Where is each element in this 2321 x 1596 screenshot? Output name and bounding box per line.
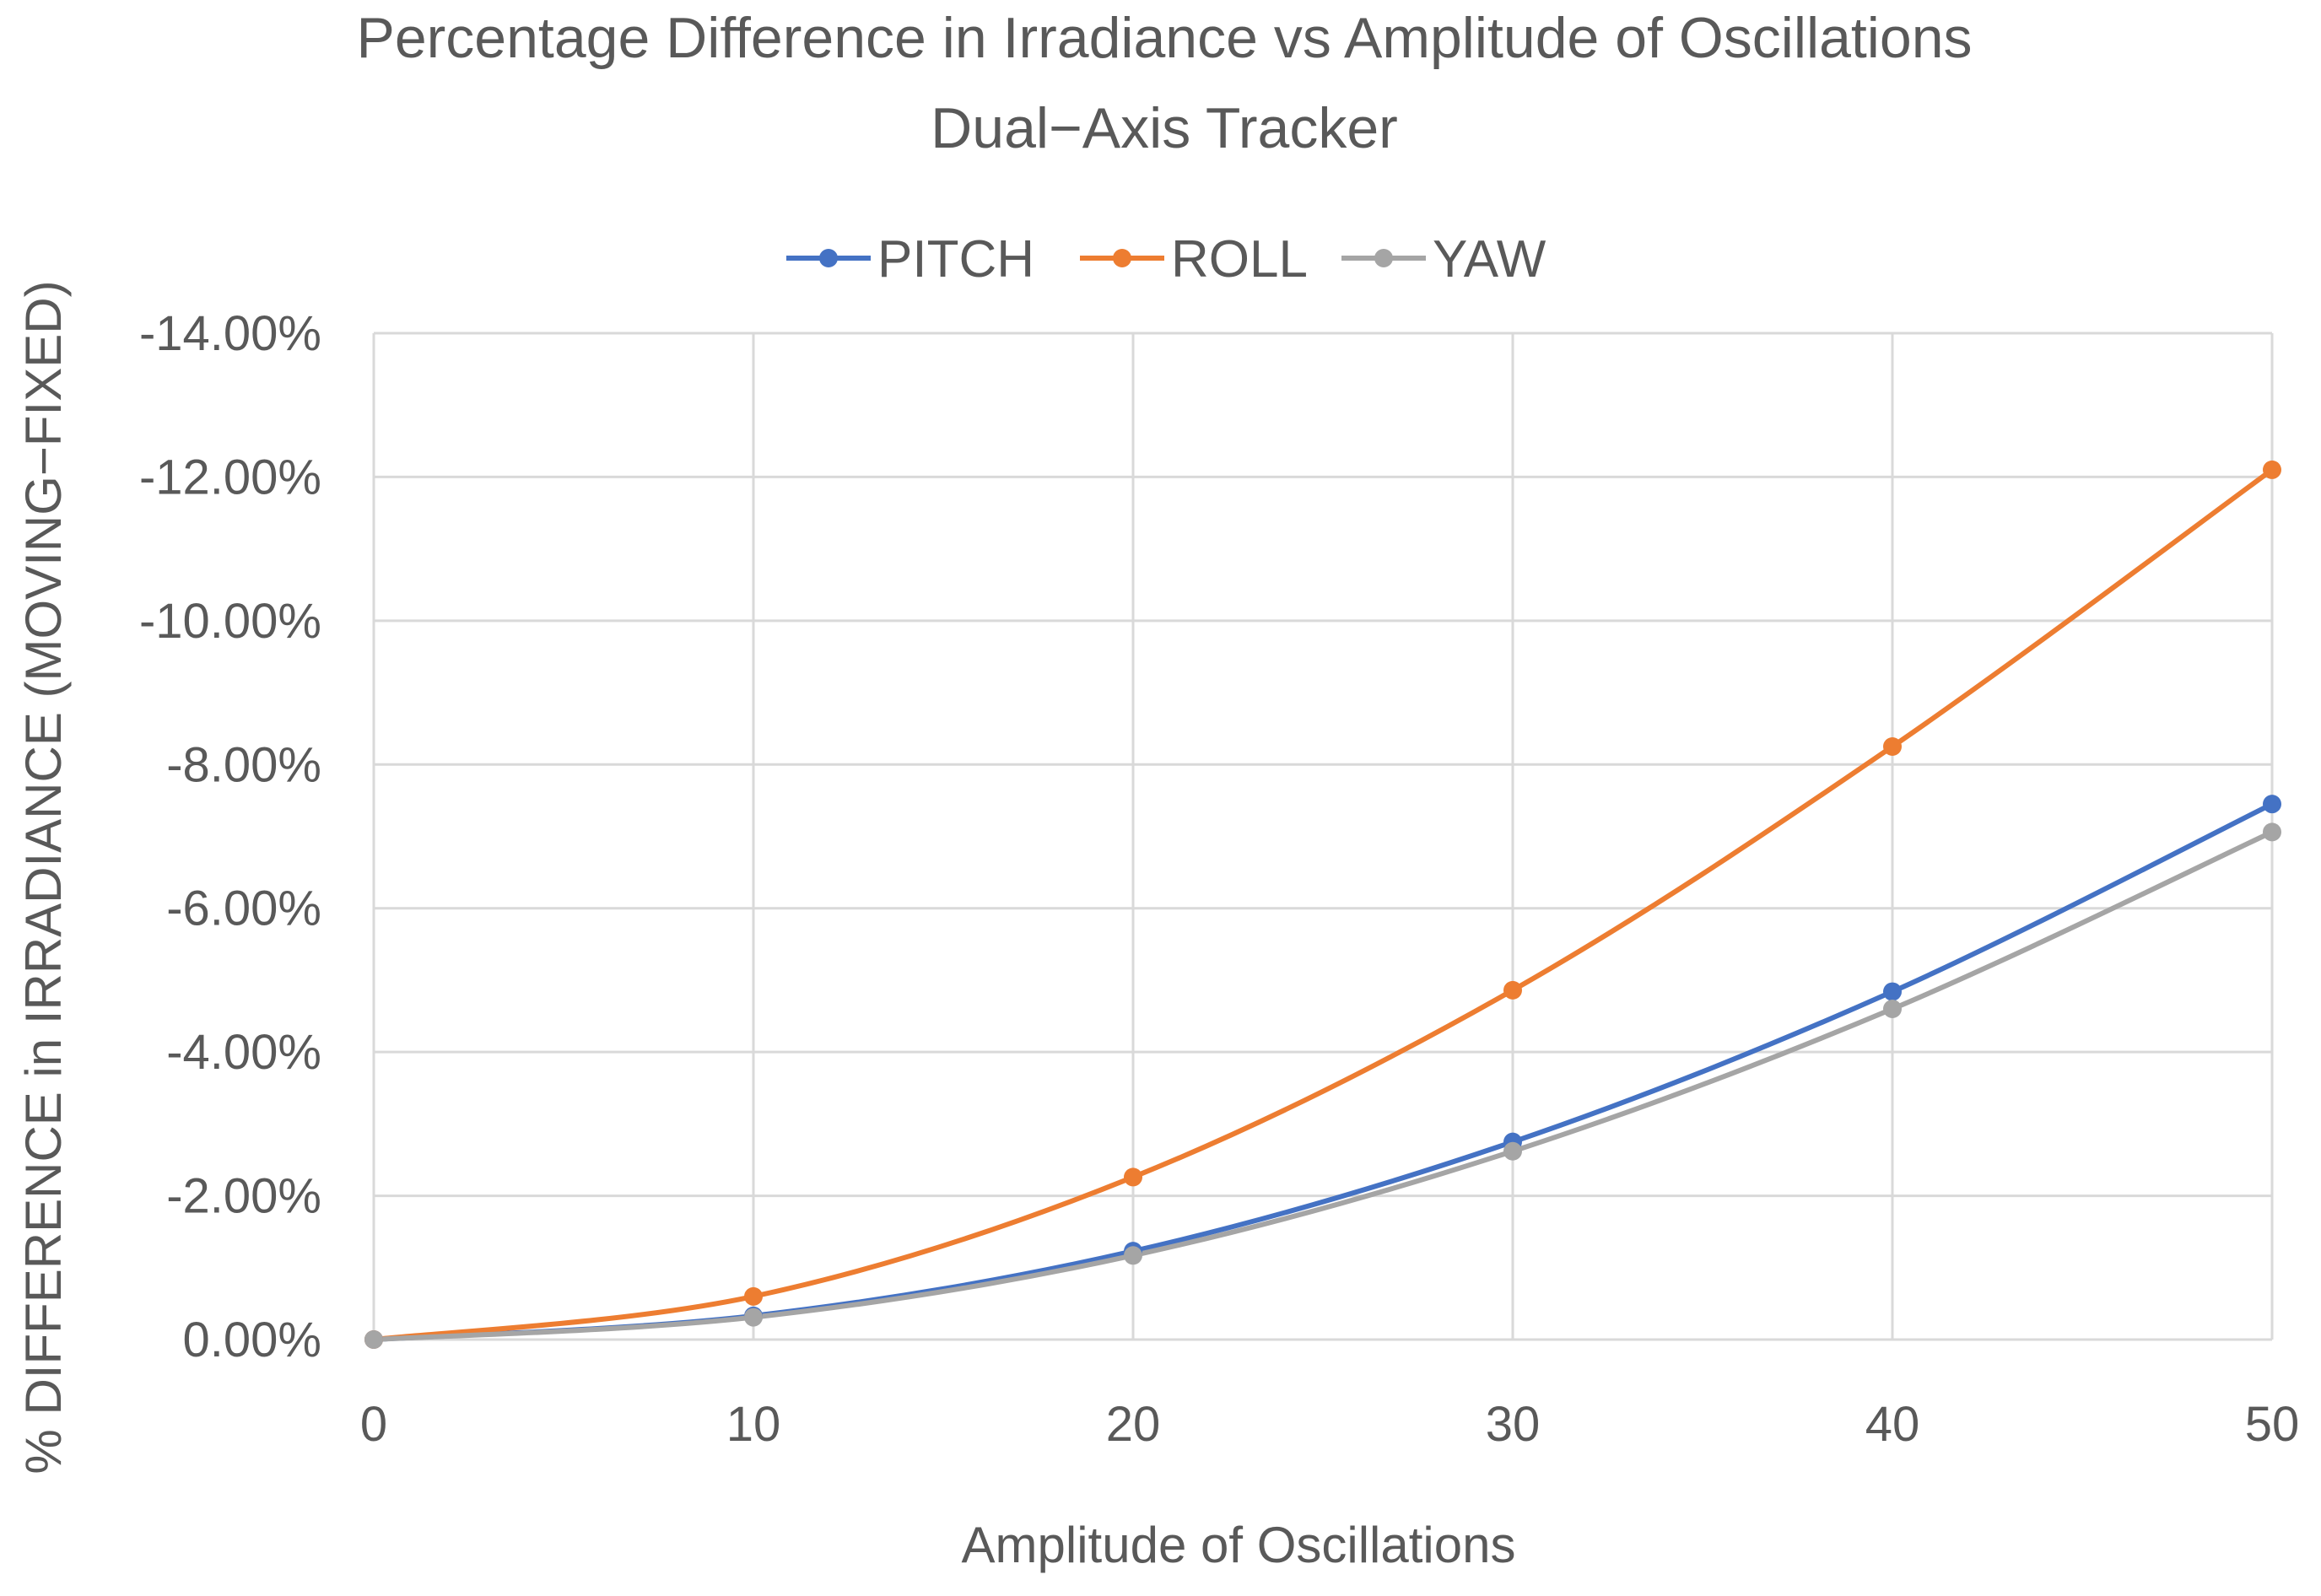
x-tick-label: 10 xyxy=(726,1397,781,1452)
data-point-yaw xyxy=(1124,1246,1142,1265)
legend-label-yaw: YAW xyxy=(1433,230,1546,288)
y-tick-label: -2.00% xyxy=(166,1169,321,1224)
series-lines xyxy=(371,466,2275,1342)
y-axis-tick-labels: 0.00% -2.00% -4.00% -6.00% -8.00% -10.00% -12.… xyxy=(139,306,321,1367)
y-tick-label: 0.00% xyxy=(183,1313,321,1367)
legend: PITCH ROLL YAW xyxy=(786,230,1546,288)
data-point-roll xyxy=(744,1286,763,1306)
legend-swatch-marker-pitch xyxy=(819,249,838,267)
data-point-roll xyxy=(1883,736,1902,756)
legend-label-roll: ROLL xyxy=(1171,230,1308,288)
data-point-yaw xyxy=(1883,1000,1902,1019)
data-point-roll xyxy=(1503,980,1522,1000)
y-tick-label: -12.00% xyxy=(139,450,321,504)
series-line-yaw xyxy=(371,829,2275,1342)
data-point-pitch xyxy=(2263,795,2281,814)
data-point-roll xyxy=(1124,1167,1142,1187)
legend-swatch-marker-roll xyxy=(1113,249,1131,267)
data-point-pitch xyxy=(1883,982,1902,1001)
data-point-roll xyxy=(2263,460,2281,479)
x-tick-label: 0 xyxy=(360,1397,387,1452)
x-tick-label: 40 xyxy=(1865,1397,1920,1452)
y-tick-label: -14.00% xyxy=(139,306,321,361)
data-point-yaw xyxy=(1503,1141,1522,1161)
data-point-yaw xyxy=(744,1308,763,1327)
y-tick-label: -4.00% xyxy=(166,1025,321,1080)
x-axis-tick-labels: 0 10 20 30 40 50 xyxy=(360,1397,2299,1452)
legend-swatch-marker-yaw xyxy=(1374,249,1393,267)
x-tick-label: 50 xyxy=(2245,1397,2300,1452)
y-tick-label: -6.00% xyxy=(166,882,321,936)
series-points xyxy=(364,460,2281,1349)
y-axis-title: % DIFFERENCE in IRRADIANCE (MOVING−FIXED… xyxy=(15,280,72,1474)
x-tick-label: 20 xyxy=(1106,1397,1161,1452)
series-line-roll xyxy=(371,466,2275,1342)
y-tick-label: -8.00% xyxy=(166,737,321,792)
data-point-yaw xyxy=(2263,822,2281,842)
x-tick-label: 30 xyxy=(1486,1397,1541,1452)
chart-title: Percentage Difference in Irradiance vs A… xyxy=(356,6,1972,70)
x-axis-title: Amplitude of Oscillations xyxy=(962,1517,1516,1573)
chart-subtitle: Dual−Axis Tracker xyxy=(931,96,1398,160)
data-point-yaw xyxy=(364,1330,383,1349)
legend-label-pitch: PITCH xyxy=(877,230,1034,288)
y-tick-label: -10.00% xyxy=(139,594,321,649)
